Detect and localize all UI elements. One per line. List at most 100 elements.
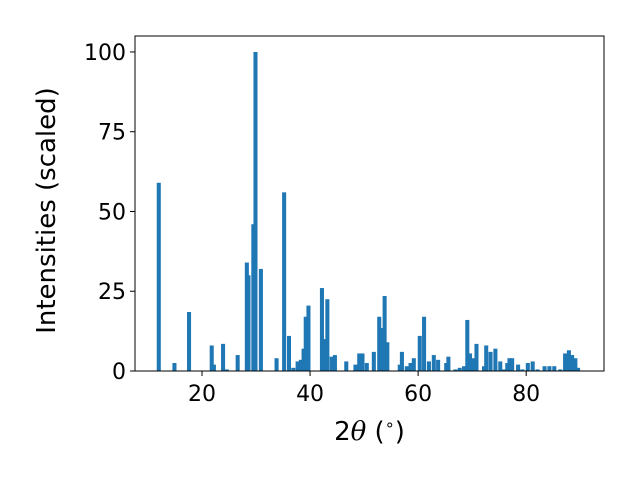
bar [306,305,311,371]
bar [319,288,324,371]
x-tick-label: 80 [512,382,540,407]
bar [525,363,530,371]
bar [298,359,303,371]
bar [399,351,404,371]
bar [353,364,358,371]
bar [444,363,449,371]
bar [467,353,473,371]
bar [576,367,581,371]
bar [325,299,330,371]
bar [573,358,578,371]
bar [558,369,563,371]
bar [371,351,376,371]
bar [235,355,240,371]
bar [301,348,306,371]
y-tick-label: 50 [98,200,126,225]
bar [431,355,436,371]
y-tick-label: 75 [98,121,126,146]
x-axis-label-close: ) [395,417,405,447]
bar [408,363,413,371]
x-axis-label-open: ( [366,417,384,447]
bar [322,339,327,371]
bar [535,369,540,371]
bar [498,361,503,371]
bar [542,366,547,371]
bar [357,353,362,371]
bar [465,319,470,371]
bar [224,369,229,371]
x-axis-label-prefix: 2 [334,417,351,447]
bar [385,342,390,371]
bar [253,51,258,371]
bar [329,356,334,371]
bar [501,369,506,371]
bar [156,182,161,371]
bar [417,335,422,371]
bar [332,355,337,371]
bar [382,296,387,371]
bar [488,351,493,371]
bar [211,364,216,371]
bar [360,353,365,371]
bar [446,356,451,371]
bar [377,316,382,371]
bar [258,268,263,371]
bar [552,366,557,371]
bar [344,361,349,371]
bar [172,363,177,371]
bar [547,366,552,371]
y-ticks: 0 25 50 75 100 [84,41,135,385]
bar [291,367,296,371]
bar [530,361,535,371]
bar [516,364,521,371]
bar [251,224,256,371]
bar [295,361,300,371]
x-axis-label-theta: θ [351,417,367,447]
bar [457,367,462,371]
bar [422,316,427,371]
bar [566,350,571,371]
bar [510,358,515,371]
x-tick-label: 20 [188,382,216,407]
x-axis-label-degree: ∘ [385,415,395,434]
bar [493,348,498,371]
bar [221,343,226,371]
bars-group [156,51,581,371]
bar [426,361,431,371]
x-tick-label: 60 [404,382,432,407]
bar [520,369,525,371]
x-axis-label: 2θ (∘) [334,415,405,447]
bar [364,363,369,371]
bar [246,275,251,371]
bar [471,358,476,371]
x-ticks: 20 40 60 80 [188,371,540,407]
bar [482,366,487,371]
bar [411,358,416,371]
y-tick-label: 0 [112,360,126,385]
bar [505,363,510,371]
bar [286,335,292,371]
bar [462,366,467,371]
bar [397,364,402,371]
bar [474,343,479,371]
bar [507,358,512,371]
bar [484,345,489,371]
bar [187,311,192,371]
bar [570,355,575,371]
bar [404,366,409,371]
y-axis-label: Intensities (scaled) [32,87,62,334]
bar [303,316,308,371]
x-tick-label: 40 [296,382,324,407]
bar [282,192,287,371]
bar [436,359,441,371]
bar [563,353,568,371]
y-tick-label: 25 [98,280,126,305]
plot-frame [134,35,605,372]
bar [379,327,384,371]
bar [209,345,214,371]
bar [453,369,458,371]
bar [274,358,279,371]
y-tick-label: 100 [84,41,126,66]
